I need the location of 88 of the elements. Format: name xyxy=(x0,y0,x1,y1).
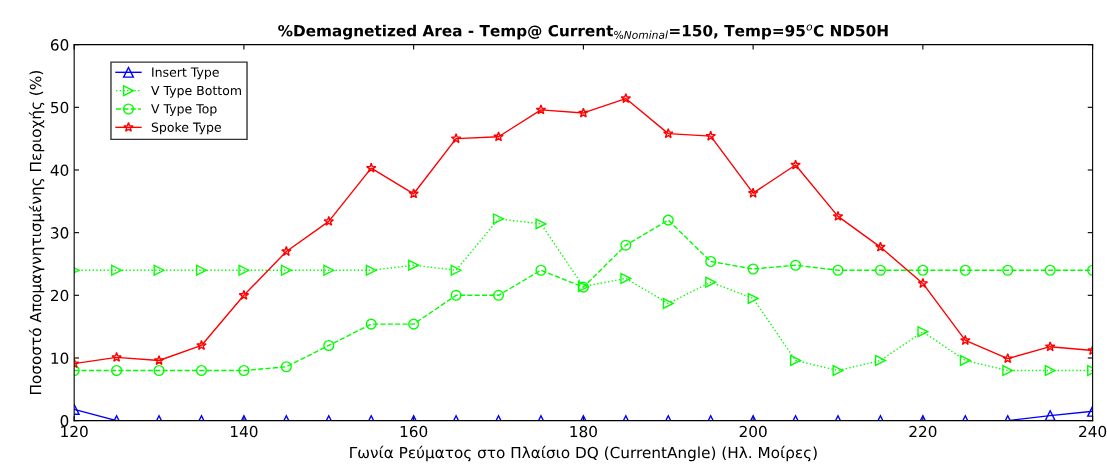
point xyxy=(959,334,971,346)
point xyxy=(1044,264,1056,276)
point xyxy=(662,297,674,310)
legend-label: V Type Bottom xyxy=(151,85,241,98)
point xyxy=(535,104,547,115)
point xyxy=(875,241,886,252)
point xyxy=(238,289,250,300)
x-tick-label: 220 xyxy=(909,425,937,438)
point xyxy=(790,159,801,170)
point xyxy=(578,107,589,118)
point xyxy=(280,264,292,276)
point xyxy=(662,128,674,139)
y-tick-label: 60 xyxy=(50,39,69,51)
point xyxy=(747,187,759,198)
y-tick-label: 50 xyxy=(51,101,69,114)
x-tick-label: 200 xyxy=(739,425,767,438)
point xyxy=(492,289,505,301)
point xyxy=(832,210,844,221)
point xyxy=(492,213,505,225)
point xyxy=(196,339,207,351)
x-axis-title: Γωνία Ρεύματος στο Πλαίσιο DQ (CurrentAngle) (Ηλ. Μοίρες) xyxy=(350,445,817,462)
point xyxy=(281,245,292,257)
point xyxy=(408,188,419,199)
point xyxy=(365,264,377,276)
point xyxy=(153,264,165,276)
y-tick-label: 30 xyxy=(51,227,69,239)
point xyxy=(408,318,420,330)
point xyxy=(1002,364,1014,377)
point xyxy=(280,361,292,373)
point xyxy=(662,214,674,226)
point xyxy=(153,354,165,366)
point xyxy=(111,351,122,362)
point xyxy=(238,364,250,377)
y-tick-label: 10 xyxy=(51,352,69,364)
y-tick-label: 40 xyxy=(50,164,69,176)
point xyxy=(620,239,632,251)
point xyxy=(323,339,335,352)
legend-label: Insert Type xyxy=(152,67,219,80)
point xyxy=(153,364,165,377)
legend-label: V Type Top xyxy=(151,104,217,116)
point xyxy=(790,354,802,367)
point xyxy=(1044,341,1056,352)
legend-label: Spoke Type xyxy=(151,122,221,135)
point xyxy=(747,263,759,275)
y-axis-title: Ποσοστό Απομαγνητισμένης Περιοχής (%) xyxy=(28,71,45,395)
point xyxy=(832,264,844,276)
point xyxy=(874,264,886,276)
point xyxy=(832,364,844,377)
point xyxy=(705,276,717,288)
point xyxy=(1044,364,1056,377)
y-tick-label: 0 xyxy=(60,415,69,427)
point xyxy=(790,259,802,271)
x-tick-label: 120 xyxy=(61,425,88,438)
point xyxy=(195,364,208,377)
point xyxy=(450,133,462,144)
point xyxy=(450,264,462,276)
x-tick-label: 240 xyxy=(1079,425,1107,438)
point xyxy=(705,255,717,268)
point xyxy=(111,364,123,377)
point xyxy=(365,162,377,173)
point xyxy=(917,277,929,289)
point xyxy=(874,354,886,367)
point xyxy=(450,289,462,301)
x-tick-label: 160 xyxy=(400,425,428,438)
point xyxy=(620,92,632,104)
point xyxy=(1002,353,1014,364)
point xyxy=(535,264,547,276)
point xyxy=(323,215,335,226)
point xyxy=(323,264,335,276)
point xyxy=(195,264,208,276)
point xyxy=(408,259,420,271)
point xyxy=(747,292,759,305)
point xyxy=(917,264,929,276)
point xyxy=(111,264,123,276)
chart-title: %Demagnetized Area - Temp@ Current$_{%Nominal}$=150, Temp=95$^{o}$C ND50H xyxy=(278,24,888,40)
point xyxy=(620,272,632,284)
point xyxy=(917,326,929,338)
x-tick-label: 180 xyxy=(570,425,597,438)
point xyxy=(705,130,717,141)
x-tick-label: 140 xyxy=(231,425,258,438)
point xyxy=(493,131,504,142)
point xyxy=(1002,264,1014,276)
point xyxy=(365,318,377,330)
point xyxy=(238,264,250,276)
point xyxy=(959,264,971,276)
point xyxy=(959,354,971,367)
y-tick-label: 20 xyxy=(50,289,69,302)
point xyxy=(535,218,547,230)
